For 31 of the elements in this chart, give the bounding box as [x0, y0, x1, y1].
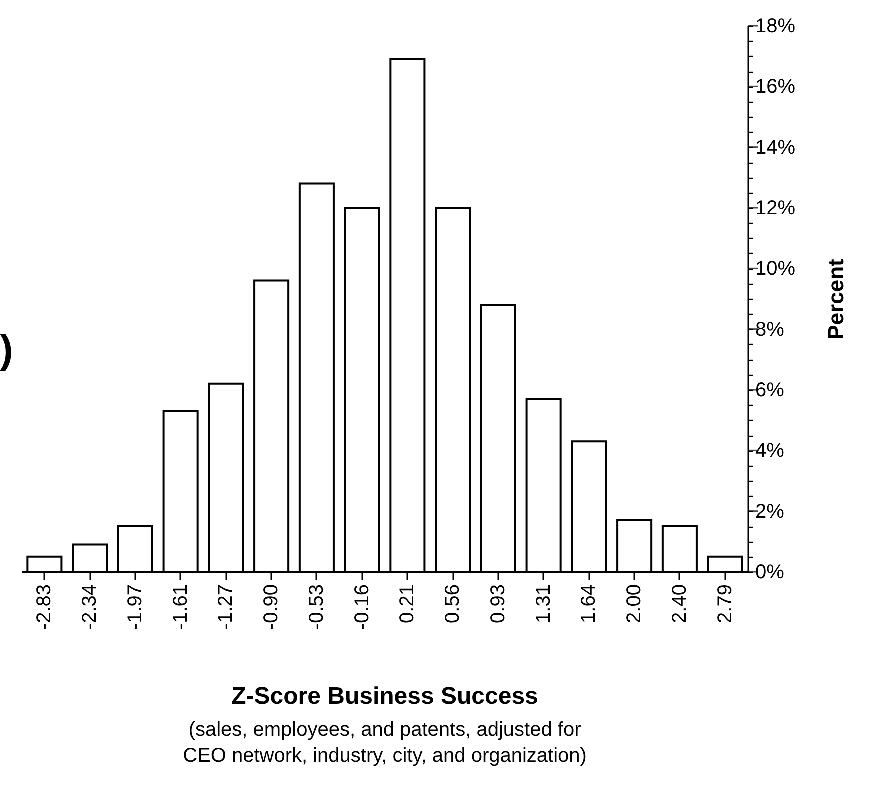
- y-tick-label: 2%: [756, 500, 785, 523]
- text: CEO network, industry, city, and organization): [183, 745, 587, 767]
- y-tick-label: 8%: [756, 318, 785, 341]
- y-tick-label: 16%: [756, 76, 796, 98]
- x-tick-label: 0.93: [487, 584, 510, 624]
- x-tick-label: 0.21: [396, 584, 419, 624]
- y-tick-label: 6%: [756, 380, 785, 402]
- x-tick-label: -2.83: [34, 584, 56, 630]
- y-tick-label: 18%: [756, 16, 796, 38]
- x-axis-title: Z-Score Business Success: [232, 683, 538, 710]
- y-tick-label: 14%: [756, 136, 796, 159]
- y-tick-label: 0%: [756, 562, 785, 584]
- y-axis-title: Percent: [824, 258, 848, 340]
- x-tick-label: 2.40: [668, 584, 691, 624]
- x-tick-label: -1.97: [124, 584, 146, 630]
- y-tick-label: 12%: [756, 198, 796, 220]
- text: (sales, employees, and patents, adjusted for: [188, 719, 582, 741]
- x-tick-label: -0.16: [351, 584, 374, 630]
- x-tick-label: -0.53: [306, 584, 328, 630]
- x-tick-label: 1.31: [532, 584, 555, 624]
- x-tick-label: -1.61: [170, 584, 192, 630]
- x-tick-label: 0.56: [442, 584, 464, 624]
- y-tick-label: 4%: [756, 440, 785, 462]
- x-tick-label: -0.90: [260, 584, 283, 630]
- x-tick-label: 2.79: [714, 584, 736, 624]
- x-tick-label: 1.64: [578, 584, 600, 624]
- x-tick-label: -1.27: [215, 584, 238, 630]
- x-tick-label: -2.34: [79, 584, 102, 630]
- x-tick-label: 2.00: [624, 584, 646, 624]
- text: ): [0, 328, 14, 372]
- y-tick-label: 10%: [756, 258, 796, 280]
